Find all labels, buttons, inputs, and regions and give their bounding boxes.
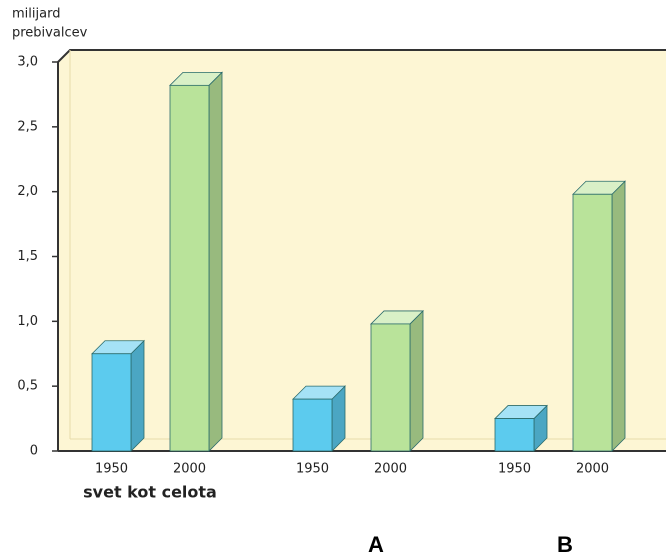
group-label: A (368, 532, 384, 557)
bar (169, 84, 210, 452)
bar-side (130, 339, 145, 452)
group-label: B (557, 532, 573, 557)
bar-side (611, 180, 626, 452)
y-axis-label: prebivalcev (12, 26, 88, 41)
x-tick-label: 1950 (95, 462, 128, 477)
y-tick-label: 3,0 (17, 55, 38, 70)
y-tick-label: 0 (30, 444, 38, 459)
bar (292, 398, 333, 452)
y-tick-label: 2,0 (17, 184, 38, 199)
bar-side (409, 309, 424, 452)
x-tick-label: 1950 (296, 462, 329, 477)
y-tick-label: 2,5 (17, 119, 38, 134)
bar-side (208, 71, 223, 452)
x-tick-label: 2000 (173, 462, 206, 477)
y-axis-label: milijard (12, 7, 60, 22)
x-tick-label: 2000 (576, 462, 609, 477)
y-tick-label: 1,0 (17, 314, 38, 329)
x-tick-label: 1950 (498, 462, 531, 477)
bar (91, 353, 132, 452)
bar (494, 418, 535, 452)
y-tick-label: 0,5 (17, 379, 38, 394)
bar (370, 323, 411, 452)
group-label: svet kot celota (83, 483, 217, 502)
bar (572, 193, 613, 452)
y-tick-label: 1,5 (17, 249, 38, 264)
x-tick-label: 2000 (374, 462, 407, 477)
